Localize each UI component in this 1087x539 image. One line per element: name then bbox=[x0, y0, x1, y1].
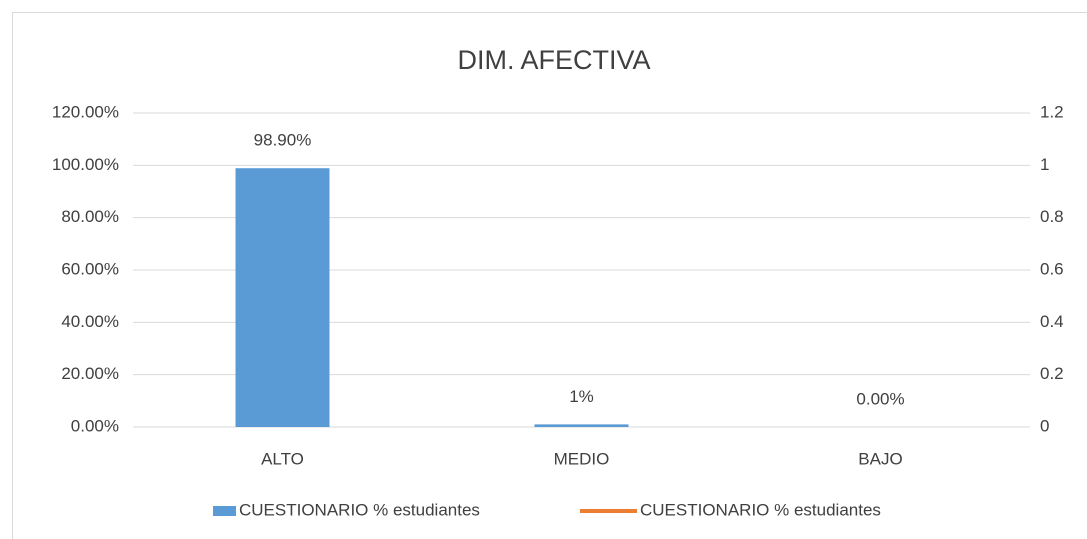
y2-tick-label: 1 bbox=[1040, 155, 1049, 174]
y2-tick-label: 0.4 bbox=[1040, 312, 1064, 331]
x-tick-label: ALTO bbox=[261, 449, 304, 468]
chart-title: DIM. AFECTIVA bbox=[457, 45, 650, 75]
y-tick-label: 120.00% bbox=[52, 102, 119, 121]
y2-tick-label: 0.2 bbox=[1040, 364, 1064, 383]
x-tick-label: BAJO bbox=[858, 449, 902, 468]
legend-label: CUESTIONARIO % estudiantes bbox=[640, 500, 881, 519]
chart-border bbox=[12, 12, 1087, 539]
legend-label: CUESTIONARIO % estudiantes bbox=[239, 500, 480, 519]
y2-tick-label: 1.2 bbox=[1040, 102, 1064, 121]
data-label: 0.00% bbox=[856, 389, 904, 408]
y-tick-label: 0.00% bbox=[71, 416, 119, 435]
y2-tick-label: 0 bbox=[1040, 416, 1049, 435]
y2-tick-label: 0.6 bbox=[1040, 259, 1064, 278]
y-tick-label: 80.00% bbox=[61, 207, 119, 226]
y-tick-label: 40.00% bbox=[61, 312, 119, 331]
y-tick-label: 60.00% bbox=[61, 259, 119, 278]
legend-swatch bbox=[213, 506, 236, 516]
data-label: 1% bbox=[569, 387, 594, 406]
bar bbox=[235, 168, 330, 427]
y-tick-label: 20.00% bbox=[61, 364, 119, 383]
data-label: 98.90% bbox=[254, 131, 312, 150]
bar bbox=[534, 424, 629, 427]
x-tick-label: MEDIO bbox=[554, 449, 610, 468]
y2-tick-label: 0.8 bbox=[1040, 207, 1064, 226]
y-tick-label: 100.00% bbox=[52, 155, 119, 174]
